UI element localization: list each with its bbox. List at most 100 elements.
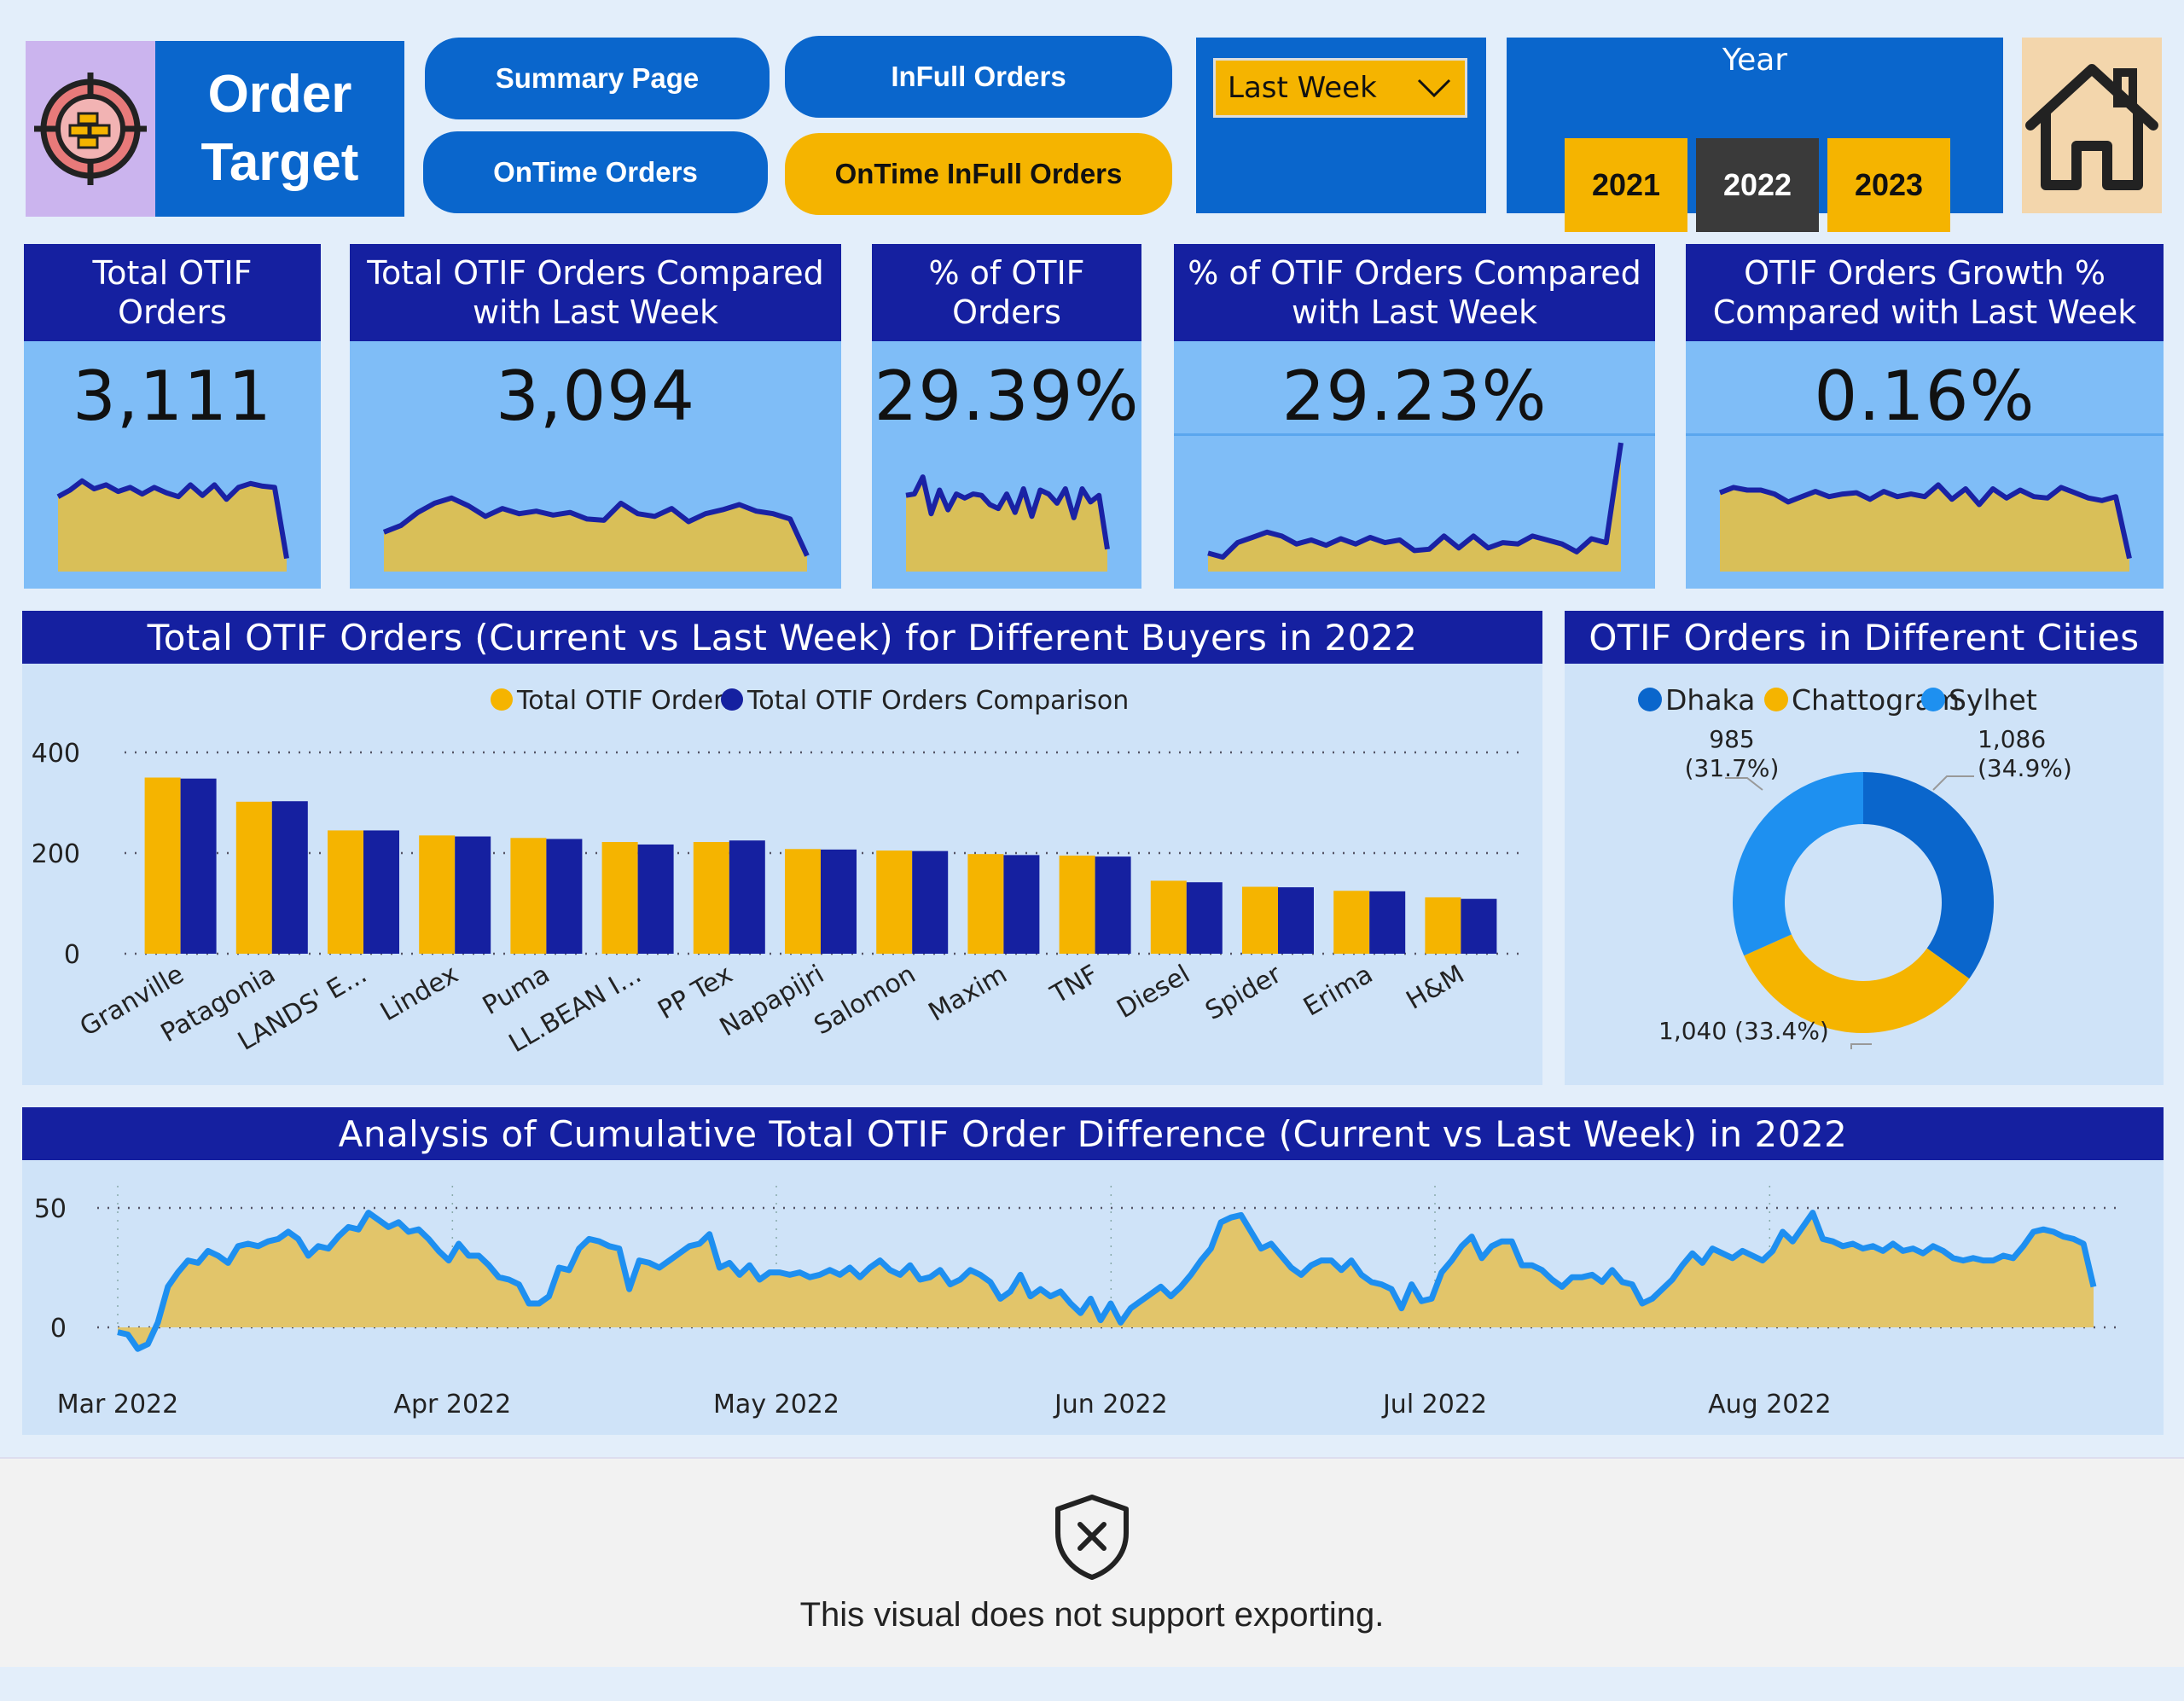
cumulative-area-chart: 0 50 Mar 2022 Apr 2022 May 2022 Jun 2022 Jul 2… [34,1186,2117,1419]
bar[interactable] [1003,855,1040,954]
bar[interactable] [876,850,913,954]
year-option-2023[interactable]: 2023 [1827,138,1950,232]
x-tick-label: Napapijri [715,960,829,1043]
bar-legend: Total OTIF Orders Total OTIF Orders Compa… [491,686,1129,716]
bar[interactable] [271,801,308,954]
cumulative-chart-title: Analysis of Cumulative Total OTIF Order … [22,1107,2164,1160]
kpi-sparkline [382,495,810,572]
summary-page-button[interactable]: Summary Page [425,38,770,119]
bar[interactable] [637,844,674,954]
cities-chart-panel: Dhaka Chattogram Sylhet 1,086 (34.9%) 1,040 (… [1565,664,2164,1085]
kpi-title: Total OTIF Orders Compared with Last Wee… [350,244,841,341]
bar[interactable] [328,830,363,954]
year-slicer-panel: Year 2021 2022 2023 [1507,38,2003,232]
bar[interactable] [1369,891,1406,954]
donut-slice[interactable] [1744,934,1970,1033]
year-option-2021[interactable]: 2021 [1565,138,1687,232]
shield-x-icon [1055,1494,1129,1580]
donut-data-label: (31.7%) [1685,754,1780,782]
legend-label: Sylhet [1949,683,2037,717]
home-button[interactable] [2022,38,2162,213]
period-dropdown-value: Last Week [1228,71,1377,105]
bar[interactable] [363,830,399,954]
kpi-divider [1174,433,1655,436]
sparkline-area [1720,485,2129,572]
bar[interactable] [1150,880,1187,954]
title-line-2: Target [200,133,359,192]
kpi-title: Total OTIF Orders [24,244,321,341]
bar[interactable] [1278,887,1314,954]
y-tick-label: 0 [50,1314,67,1344]
sparkline-line [1718,482,2132,560]
bar[interactable] [144,777,181,955]
x-tick-label: Apr 2022 [393,1390,511,1419]
sparkline-line [1207,442,1623,560]
kpi-divider [1686,433,2164,436]
x-tick-label: Jun 2022 [1053,1390,1168,1419]
bar[interactable] [1425,897,1461,954]
sparkline-area [1208,443,1621,572]
donut-data-label: 985 [1709,725,1754,753]
x-tick-label: Maxim [924,960,1013,1028]
legend-marker [1638,688,1662,711]
kpi-title: % of OTIF Orders [872,244,1141,341]
x-tick-label: Lindex [375,960,463,1028]
data-label-leader [1850,1043,1872,1049]
bar[interactable] [180,778,217,954]
kpi-sparkline [1207,442,1623,572]
bar[interactable] [546,839,583,954]
bar[interactable] [785,849,821,954]
bar[interactable] [1242,886,1278,954]
x-tick-label: Spider [1200,959,1287,1026]
bar[interactable] [912,850,949,954]
x-tick-label: Salomon [809,960,921,1042]
y-tick-label: 200 [32,839,80,869]
bar[interactable] [510,838,547,954]
bar[interactable] [1333,891,1370,954]
bar[interactable] [729,840,765,954]
y-tick-label: 400 [32,739,80,769]
kpi-title: % of OTIF Orders Compared with Last Week [1174,244,1655,341]
legend-marker [491,688,513,711]
year-slicer-label: Year [1722,43,1788,78]
donut-slice[interactable] [1863,772,1994,979]
bar[interactable] [1059,855,1095,954]
legend-label: Total OTIF Orders Comparison [746,686,1129,716]
cumulative-line [117,1210,2097,1352]
buyers-chart-panel: Total OTIF Orders Total OTIF Orders Compa… [22,664,1542,1085]
donut-slice[interactable] [1733,772,1863,956]
kpi-value: 0.16% [1814,357,2036,436]
bar[interactable] [821,849,857,954]
kpi-card: 3,111 [24,341,321,589]
bar[interactable] [601,842,638,954]
x-tick-label: TNF [1045,960,1104,1011]
period-dropdown[interactable]: Last Week [1213,58,1467,118]
sparkline-line [56,478,289,560]
export-notice-panel: This visual does not support exporting. [0,1457,2184,1667]
y-tick-label: 0 [64,940,80,970]
x-tick-label: Jul 2022 [1381,1390,1487,1419]
donut-data-label: (34.9%) [1978,754,2072,782]
bar[interactable] [1461,898,1497,954]
infull-orders-button[interactable]: InFull Orders [785,36,1172,118]
bar[interactable] [419,835,456,954]
bar[interactable] [967,854,1004,954]
cities-chart-title: OTIF Orders in Different Cities [1565,611,2164,664]
kpi-sparkline [56,478,289,572]
ontime-infull-orders-button[interactable]: OnTime InFull Orders [785,133,1172,215]
target-icon [34,73,147,185]
kpi-value: 29.23% [1281,357,1548,436]
sparkline-area [906,477,1107,572]
bar[interactable] [235,801,272,954]
bar[interactable] [1186,882,1223,954]
bar[interactable] [455,836,491,954]
ontime-orders-button[interactable]: OnTime Orders [423,131,768,213]
bar[interactable] [1095,856,1131,954]
year-option-2022[interactable]: 2022 [1696,138,1819,232]
kpi-value: 29.39% [874,357,1140,436]
title-line-1: Order [207,65,352,124]
legend-label: Total OTIF Orders [516,686,737,716]
bar[interactable] [693,842,729,954]
legend-marker [1921,688,1945,711]
